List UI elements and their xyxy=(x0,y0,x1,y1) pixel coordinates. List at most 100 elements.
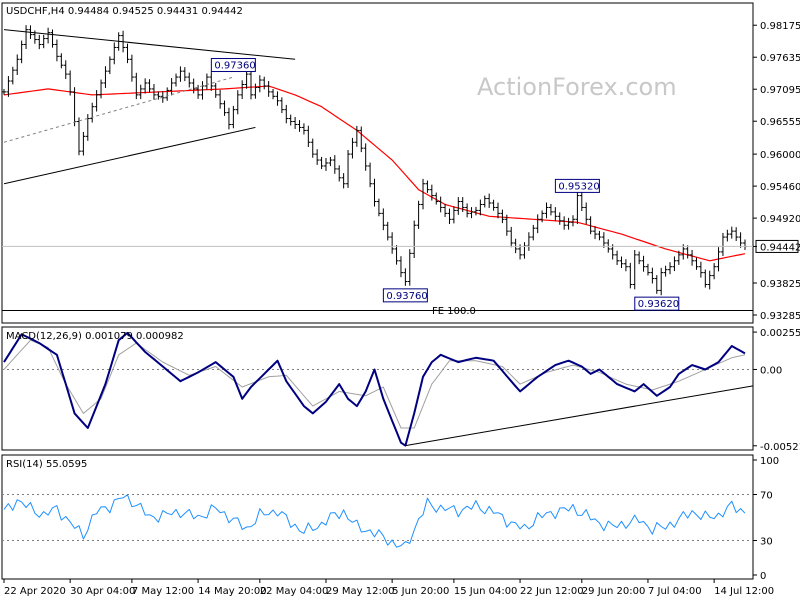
price-bar xyxy=(645,263,650,276)
symbol-title: USDCHF,H4 0.94484 0.94525 0.94431 0.9444… xyxy=(6,6,243,17)
price-bar xyxy=(734,227,739,242)
price-bar xyxy=(94,90,99,112)
price-bar xyxy=(54,39,59,62)
price-bar xyxy=(332,155,337,174)
price-bar xyxy=(421,178,426,210)
price-bar xyxy=(147,79,152,93)
price-bar xyxy=(134,72,139,100)
price-y-label: 0.93285 xyxy=(760,311,800,322)
price-bar xyxy=(46,27,51,44)
macd-y-axis: 0.002553 0.00 -0.005212 xyxy=(753,328,800,453)
price-bar xyxy=(650,267,655,284)
price-bar xyxy=(487,193,492,208)
price-bar xyxy=(509,226,514,248)
price-bar xyxy=(240,80,245,100)
x-tick-label: 15 Jun 04:00 xyxy=(454,586,518,597)
price-bar xyxy=(698,261,703,278)
level-label: 0.95320 xyxy=(554,178,600,193)
price-bar xyxy=(729,226,734,239)
price-bar xyxy=(156,91,161,100)
level-label: 0.93620 xyxy=(634,296,680,311)
price-bar xyxy=(416,200,421,229)
price-bar xyxy=(15,54,20,75)
price-bar xyxy=(522,242,527,259)
price-bar xyxy=(584,202,589,225)
price-bar xyxy=(451,206,456,224)
price-bar xyxy=(394,245,399,265)
price-bar xyxy=(482,195,487,208)
price-bar xyxy=(262,76,267,90)
price-bar xyxy=(743,239,747,250)
price-bar xyxy=(685,245,690,259)
price-bar xyxy=(566,217,571,230)
price-bar xyxy=(368,162,373,188)
x-tick-label: 5 Jun 20:00 xyxy=(392,586,449,597)
price-bar xyxy=(363,143,368,171)
price-bar xyxy=(354,125,359,147)
price-bar xyxy=(597,230,602,241)
price-bar xyxy=(601,232,606,248)
price-bar xyxy=(218,89,223,109)
price-bar xyxy=(570,215,575,227)
level-label-box xyxy=(634,296,680,311)
macd-signal-line xyxy=(3,339,746,429)
price-bar xyxy=(712,263,717,280)
price-bar xyxy=(403,268,408,286)
level-label-text: 0.97360 xyxy=(214,61,255,72)
moving-average-layer xyxy=(3,85,746,262)
price-bar xyxy=(632,250,637,290)
price-bar xyxy=(151,84,156,100)
rsi-y-label: 30 xyxy=(760,537,773,548)
x-tick-label: 14 Jul 12:00 xyxy=(714,586,774,597)
macd-panel-frame xyxy=(1,326,754,451)
price-bar xyxy=(169,78,174,96)
price-bar xyxy=(160,91,165,103)
rsi-title: RSI(14) 55.0595 xyxy=(6,459,87,470)
price-bar xyxy=(143,78,148,94)
price-bar xyxy=(385,221,390,241)
price-y-label: 0.97635 xyxy=(760,53,800,64)
price-bar xyxy=(293,117,298,129)
price-bar xyxy=(376,198,381,217)
price-bar xyxy=(341,173,346,189)
price-bar xyxy=(381,208,386,231)
price-bar xyxy=(434,192,439,205)
price-bar xyxy=(19,40,24,64)
price-bar xyxy=(297,120,302,132)
price-y-label: 0.94442 xyxy=(760,242,800,253)
price-bar xyxy=(641,255,646,272)
price-bar xyxy=(557,212,562,225)
price-bar xyxy=(103,66,108,88)
level-label-box xyxy=(210,58,256,73)
price-bar xyxy=(275,91,280,106)
price-bar xyxy=(672,256,677,272)
price-bar xyxy=(24,25,29,50)
macd-panel: 0.002553 0.00 -0.005212 MACD(12,26,9) 0.00… xyxy=(1,326,800,453)
trendlines-layer xyxy=(2,29,753,312)
price-bar xyxy=(319,156,324,170)
price-bar xyxy=(668,262,673,275)
price-bar xyxy=(165,87,170,101)
rsi-panel-frame xyxy=(1,454,754,580)
price-bar xyxy=(372,178,377,207)
price-bar xyxy=(59,53,64,69)
x-tick-label: 29 Jun 20:00 xyxy=(582,586,646,597)
price-bar xyxy=(359,126,364,153)
price-bar xyxy=(637,251,642,265)
level-label: 0.93760 xyxy=(382,288,428,303)
price-bar xyxy=(531,224,536,241)
price-bar xyxy=(174,73,179,87)
price-bar xyxy=(654,275,659,294)
price-bar xyxy=(235,90,240,115)
price-bar xyxy=(191,78,196,94)
price-bar xyxy=(496,202,500,219)
price-bar xyxy=(315,149,320,165)
price-y-label: 0.94920 xyxy=(760,214,800,225)
price-bar xyxy=(469,207,474,219)
price-bar xyxy=(544,202,549,219)
price-bar xyxy=(306,125,311,147)
price-panel: ActionForex.com 0.973600.937600.953200.9… xyxy=(1,2,800,324)
level-label: 0.97360 xyxy=(210,58,256,73)
rsi-line xyxy=(3,494,746,548)
price-bar xyxy=(500,209,505,224)
